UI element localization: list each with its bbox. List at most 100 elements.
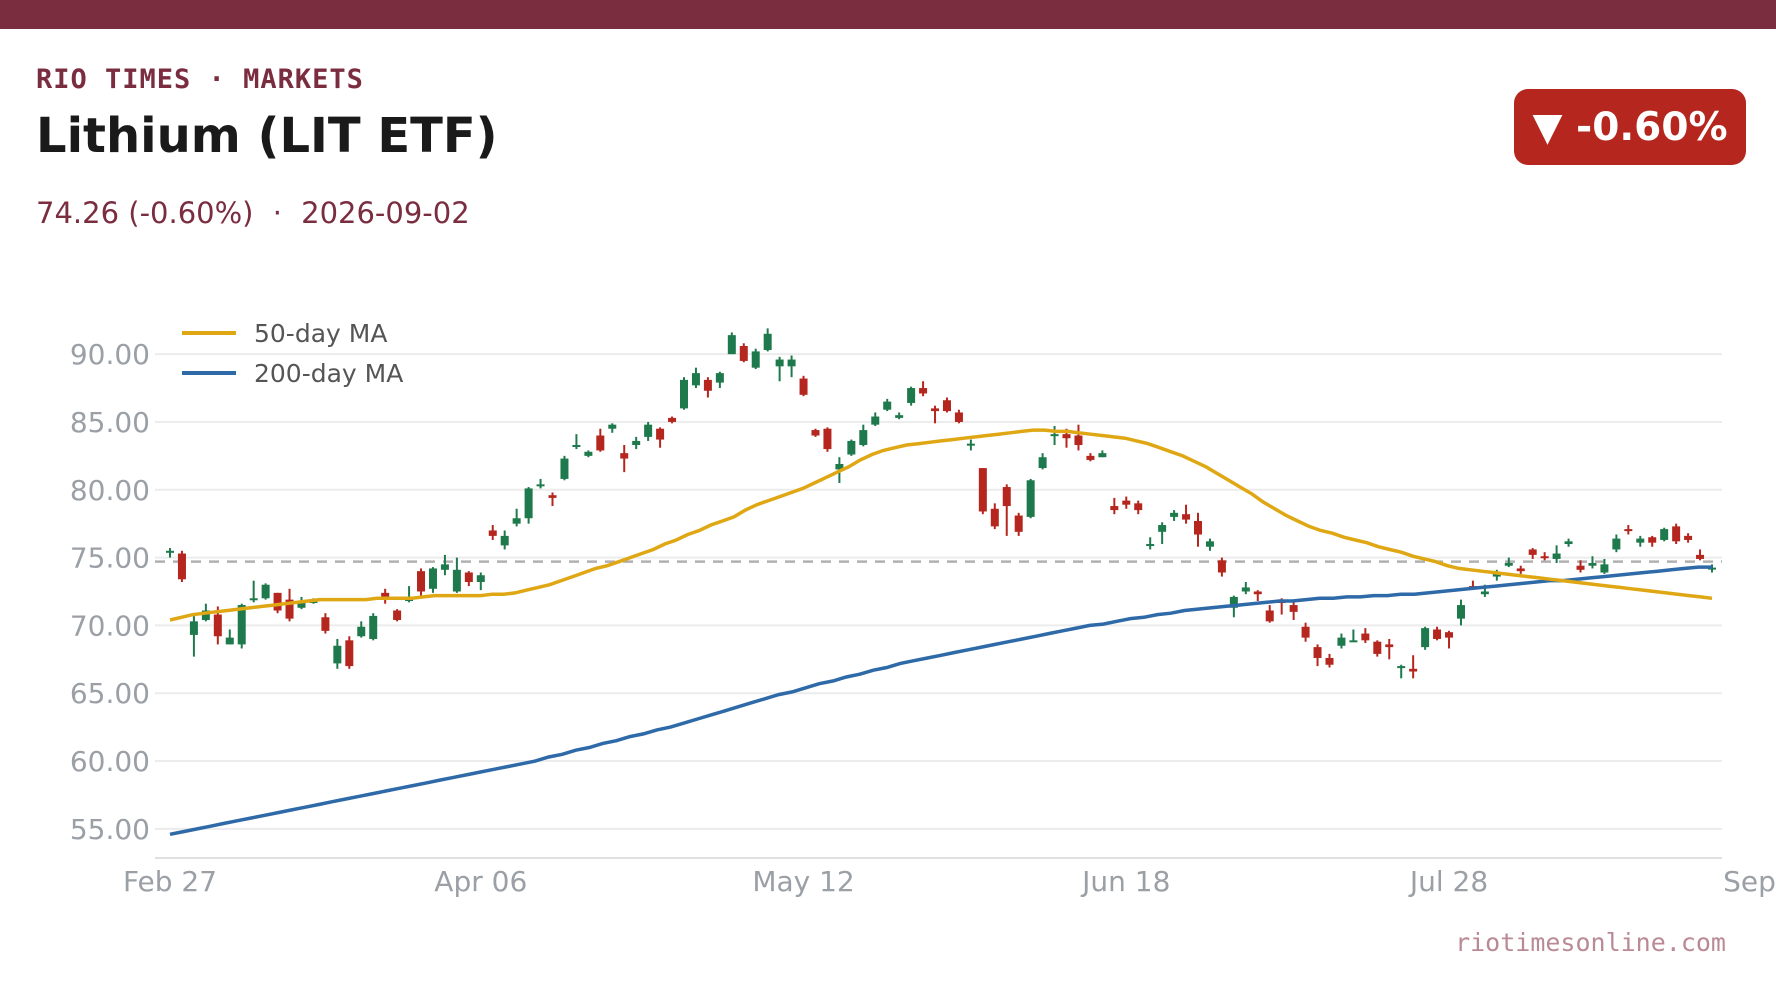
x-tick-label: Jul 28 <box>1408 865 1488 898</box>
candle <box>847 439 856 456</box>
candle <box>1636 535 1645 547</box>
candle <box>1612 534 1621 553</box>
price-line: 74.26 (-0.60%) · 2026-09-02 <box>36 196 470 230</box>
candle-body <box>1038 457 1047 469</box>
candle-body <box>1397 666 1406 669</box>
candle-body <box>1098 453 1107 458</box>
candle-body <box>1026 480 1035 517</box>
candle-body <box>201 610 210 620</box>
candle-body <box>871 416 880 425</box>
candle-body <box>1552 553 1561 559</box>
candle-body <box>476 575 485 583</box>
grid-lines <box>155 353 1722 859</box>
candle-body <box>333 645 342 664</box>
candle-body <box>811 430 820 436</box>
candle-body <box>1385 644 1394 648</box>
candle-body <box>1588 563 1597 566</box>
candle <box>966 439 975 451</box>
candle <box>811 428 820 437</box>
candle-body <box>739 345 748 361</box>
candle-body <box>1516 568 1525 572</box>
candle <box>524 487 533 524</box>
candle-body <box>823 428 832 450</box>
candle <box>333 638 342 669</box>
candle-body <box>1672 526 1681 542</box>
candle-body <box>440 564 449 570</box>
candle-body <box>1182 514 1191 520</box>
candle <box>1014 512 1023 536</box>
candle <box>644 421 653 441</box>
candle-body <box>261 584 270 599</box>
candle-body <box>1504 563 1513 566</box>
y-tick-label: 65.00 <box>70 677 150 710</box>
candle-body <box>787 359 796 367</box>
candle <box>799 375 808 397</box>
candle-body <box>596 435 605 451</box>
candle-body <box>644 424 653 437</box>
candle <box>1433 626 1442 641</box>
candle <box>1098 450 1107 458</box>
candle-body <box>548 495 557 498</box>
candle <box>1361 628 1370 644</box>
candle <box>1504 557 1513 568</box>
candle <box>1696 549 1705 561</box>
candle-body <box>321 617 330 631</box>
y-tick-label: 60.00 <box>70 745 150 778</box>
x-tick-label: May 12 <box>752 865 854 898</box>
candle-body <box>1253 591 1262 595</box>
candle-body <box>1205 541 1214 547</box>
candle-body <box>584 451 593 456</box>
candle-body <box>1337 637 1346 646</box>
candle <box>369 613 378 641</box>
candle-body <box>727 335 736 355</box>
candle-body <box>1600 564 1609 573</box>
candle <box>536 478 545 489</box>
candle <box>1253 590 1262 601</box>
candle-body <box>1456 605 1465 619</box>
candle-body <box>990 508 999 527</box>
candle <box>285 588 294 622</box>
candle-body <box>572 445 581 448</box>
candle <box>321 613 330 634</box>
candle-body <box>1445 632 1454 638</box>
candle <box>1002 484 1011 536</box>
candle-body <box>1050 434 1059 437</box>
candle-body <box>213 614 222 637</box>
candle-body <box>1086 455 1095 460</box>
candle-body <box>464 572 473 583</box>
candle-body <box>417 571 426 592</box>
candle <box>1265 605 1274 623</box>
candle <box>1074 424 1083 451</box>
last-price: 74.26 <box>36 196 120 230</box>
x-tick-label: Jun 18 <box>1080 865 1170 898</box>
candle-body <box>1660 529 1669 540</box>
candle <box>560 455 569 481</box>
candle <box>1588 556 1597 569</box>
candle <box>1313 644 1322 667</box>
candle-body <box>859 430 868 446</box>
candle <box>500 530 509 550</box>
candle <box>608 423 617 433</box>
candle-body <box>1433 629 1442 639</box>
candle <box>895 412 904 420</box>
candle-body <box>249 598 258 601</box>
candle-body <box>799 378 808 395</box>
candle <box>1170 510 1179 521</box>
candle <box>727 332 736 355</box>
source-credit: riotimesonline.com <box>1455 928 1726 957</box>
candle-body <box>1241 587 1250 592</box>
candle <box>1182 504 1191 524</box>
candle-body <box>1540 556 1549 559</box>
candle-body <box>954 412 963 422</box>
candle <box>656 427 665 448</box>
candle-body <box>1014 515 1023 532</box>
candle-body <box>1158 525 1167 532</box>
candle <box>189 614 198 657</box>
candle-body <box>1325 657 1334 665</box>
candle <box>572 434 581 450</box>
candle-body <box>966 443 975 446</box>
candle <box>428 567 437 593</box>
ma50-line <box>169 428 1713 622</box>
page-title: Lithium (LIT ETF) <box>36 108 498 164</box>
